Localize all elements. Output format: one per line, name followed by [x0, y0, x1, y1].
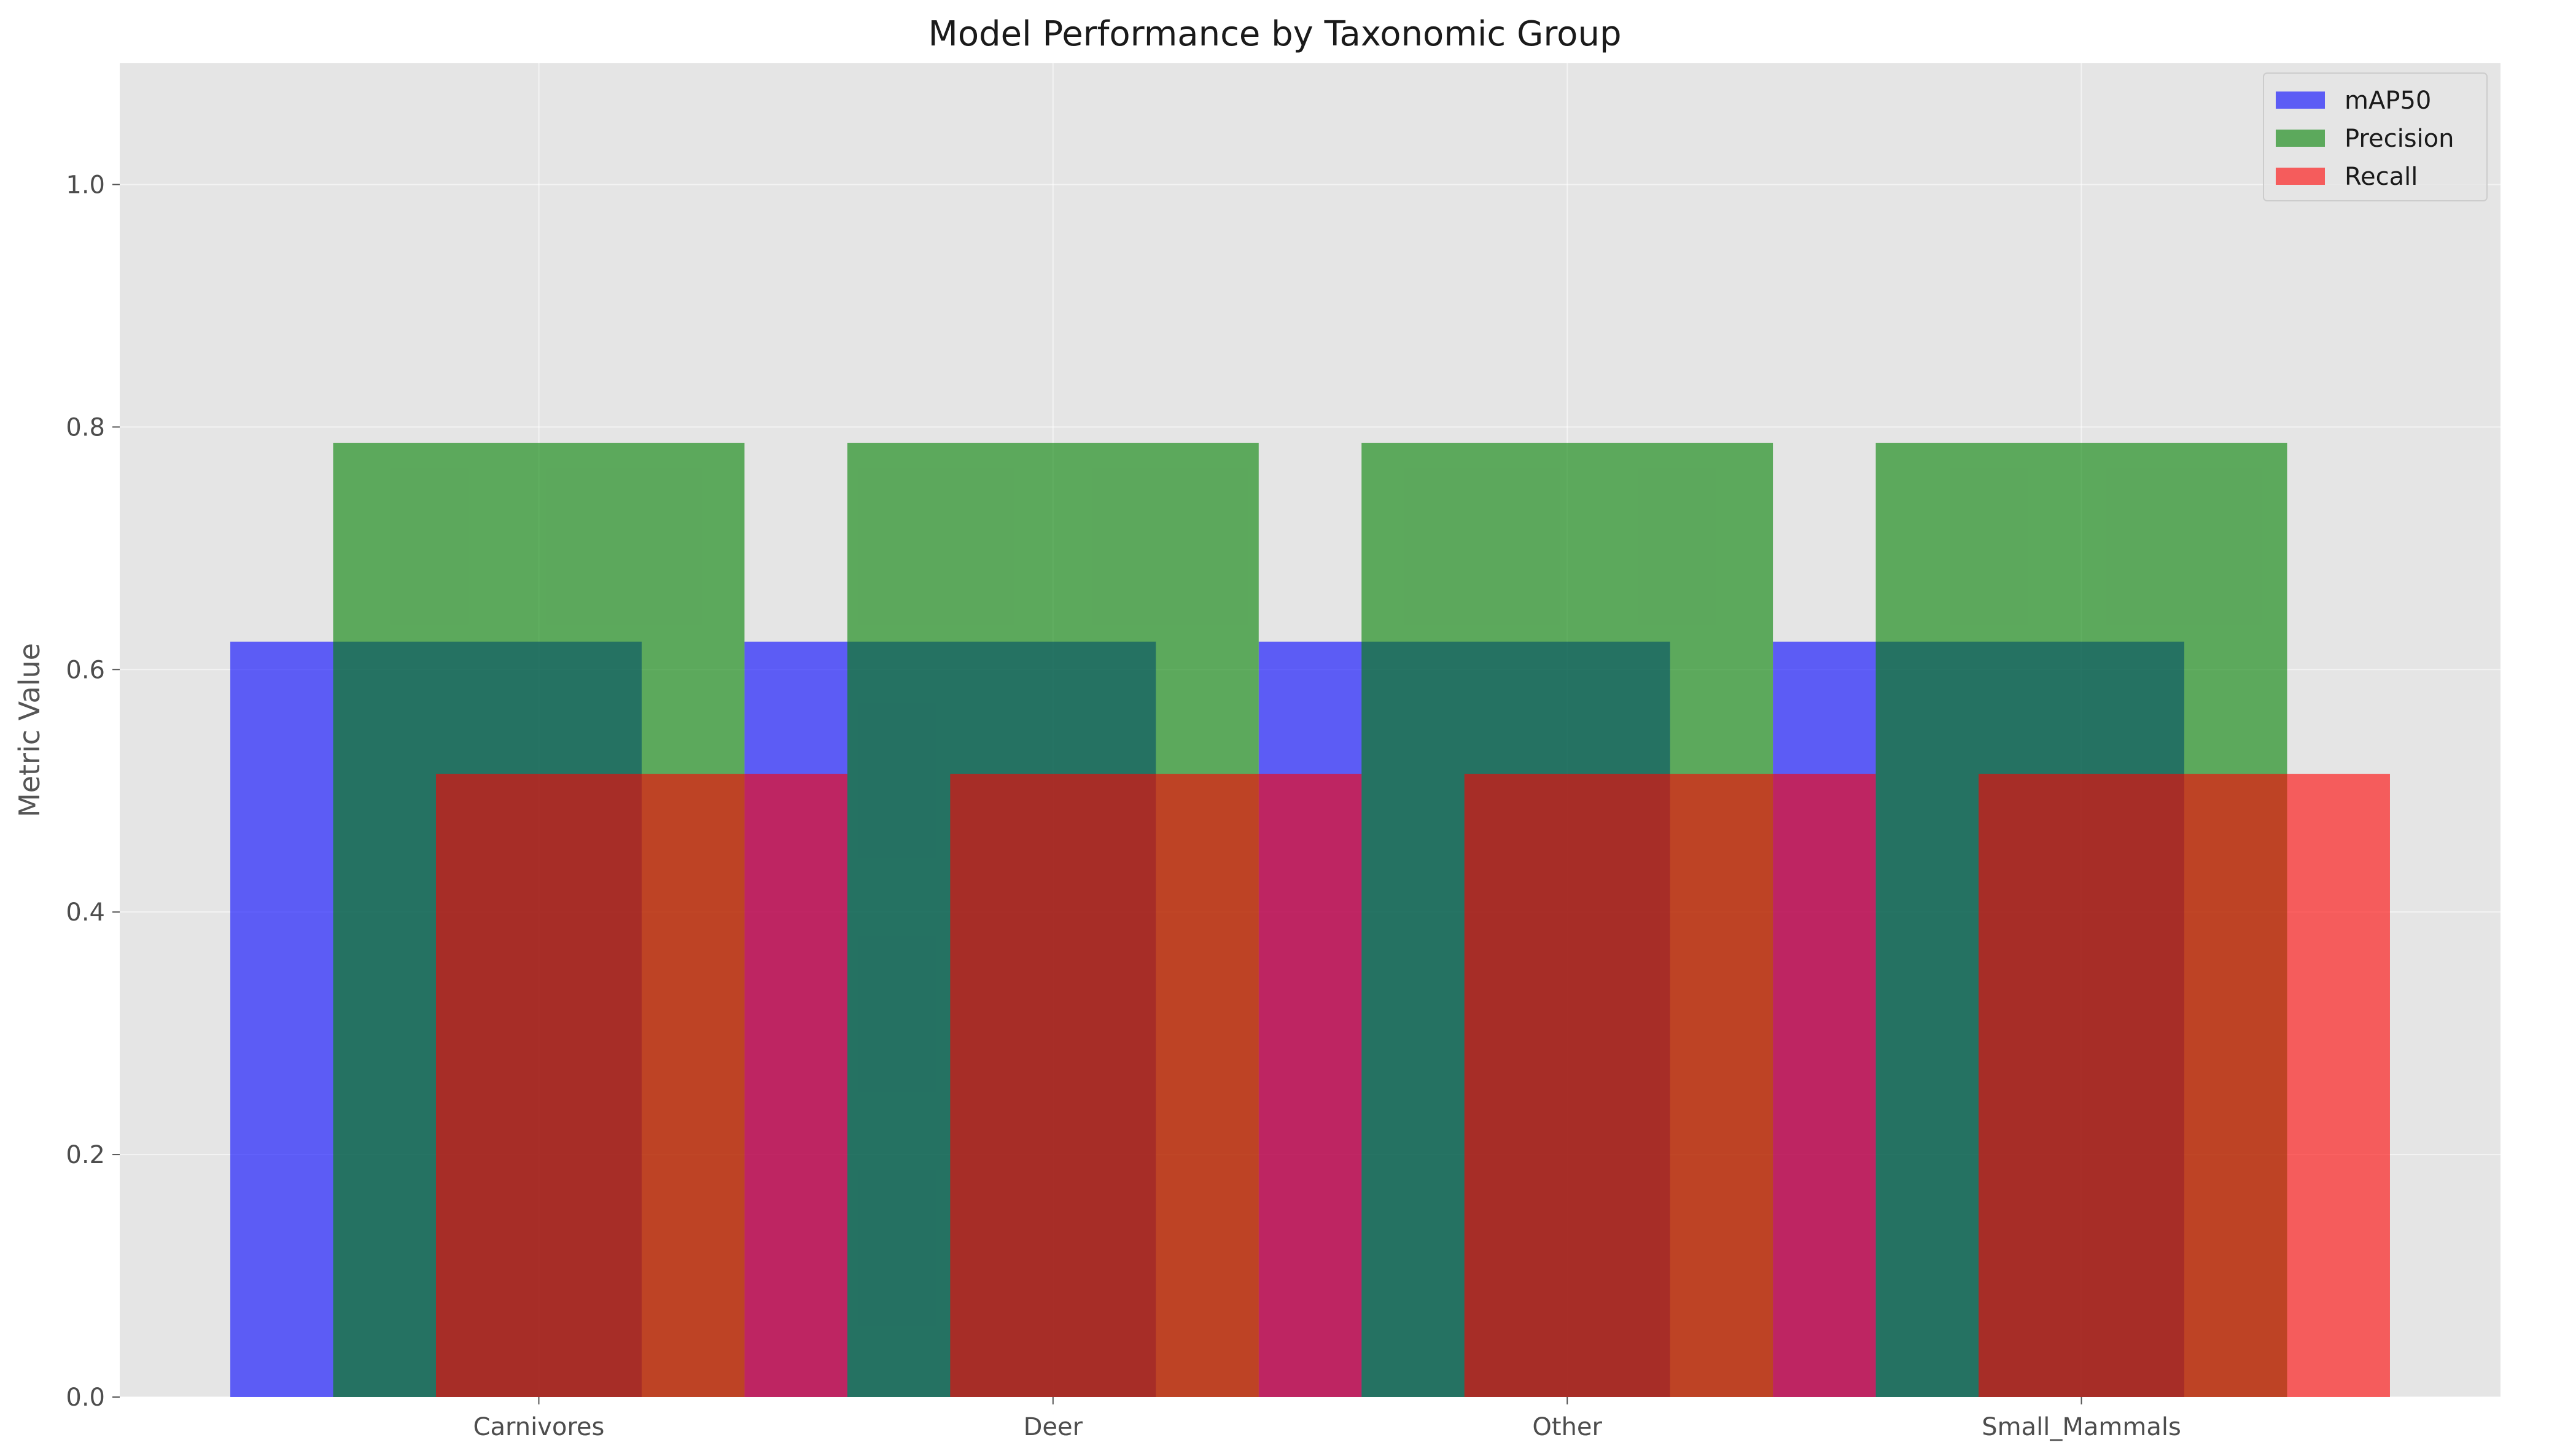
legend-swatch-precision [2276, 130, 2325, 147]
legend-label-map50: mAP50 [2345, 87, 2431, 115]
y-axis-label: Metric Value [13, 643, 46, 817]
x-tick-label-1: Deer [1024, 1413, 1083, 1441]
y-tick-label-3: 0.6 [66, 656, 105, 684]
x-axis-ticks: Carnivores Deer Other Small_Mammals [473, 1397, 2181, 1441]
x-tick-label-3: Small_Mammals [1982, 1413, 2181, 1441]
chart-title: Model Performance by Taxonomic Group [928, 14, 1622, 54]
y-tick-label-1: 0.2 [66, 1141, 105, 1169]
legend-swatch-map50 [2276, 91, 2325, 109]
legend-label-recall: Recall [2345, 163, 2418, 191]
y-tick-label-2: 0.4 [66, 898, 105, 927]
bar-recall-carnivores [435, 774, 847, 1397]
x-tick-label-0: Carnivores [473, 1413, 605, 1441]
y-tick-label-4: 0.8 [66, 413, 105, 442]
bar-recall-other [1464, 774, 1876, 1397]
bar-recall-small_mammals [1979, 774, 2390, 1397]
y-axis-ticks: 0.0 0.2 0.4 0.6 0.8 1.0 [66, 171, 120, 1412]
y-tick-label-0: 0.0 [66, 1384, 105, 1412]
x-tick-label-2: Other [1532, 1413, 1602, 1441]
bars [230, 443, 2390, 1397]
y-tick-label-5: 1.0 [66, 171, 105, 199]
legend: mAP50 Precision Recall [2263, 72, 2488, 201]
legend-swatch-recall [2276, 168, 2325, 185]
legend-label-precision: Precision [2345, 125, 2454, 153]
bar-recall-deer [950, 774, 1362, 1397]
